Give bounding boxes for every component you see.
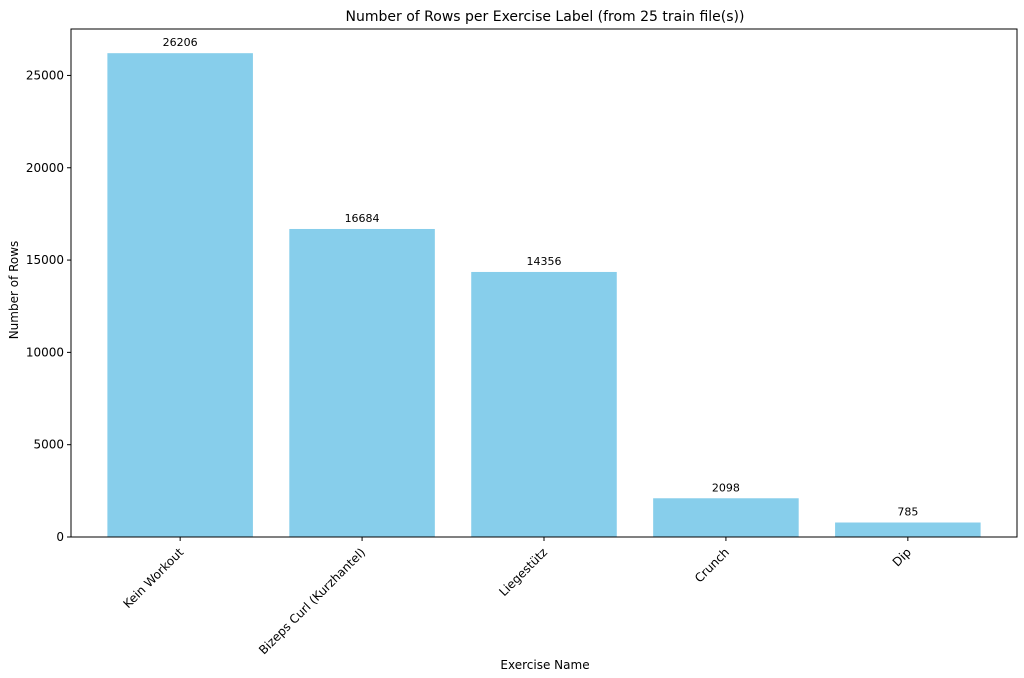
- x-tick-label-1: Bizeps Curl (Kurzhantel): [256, 545, 368, 657]
- plot-frame: [70, 28, 1018, 538]
- data-labels-group: 26206 16684 14356 2098 785: [163, 36, 919, 518]
- bars-group: [107, 53, 981, 537]
- y-tick-label-2: 10000: [26, 345, 64, 359]
- data-label-1: 16684: [345, 212, 380, 225]
- data-label-0: 26206: [163, 36, 198, 49]
- y-axis-label: Number of Rows: [7, 241, 21, 340]
- y-axis: 0 5000 10000 15000 20000 25000: [26, 68, 71, 544]
- chart-title: Number of Rows per Exercise Label (from …: [346, 9, 745, 25]
- y-tick-label-1: 5000: [33, 438, 64, 452]
- x-axis: Kein Workout Bizeps Curl (Kurzhantel) Lieg…: [120, 537, 914, 657]
- x-tick-label-2: Liegestütz: [496, 545, 550, 599]
- bar-3: [653, 498, 799, 537]
- x-tick-label-3: Crunch: [692, 545, 732, 585]
- x-axis-label: Exercise Name: [500, 658, 589, 672]
- x-tick-label-4: Dip: [890, 545, 914, 569]
- y-tick-label-0: 0: [56, 530, 64, 544]
- bar-4: [835, 522, 981, 537]
- data-label-4: 785: [897, 506, 918, 519]
- bar-0: [107, 53, 253, 537]
- y-tick-label-5: 25000: [26, 68, 64, 82]
- data-label-2: 14356: [527, 255, 562, 268]
- x-tick-label-0: Kein Workout: [120, 545, 186, 611]
- data-label-3: 2098: [712, 481, 740, 494]
- bar-1: [289, 228, 435, 537]
- y-tick-label-3: 15000: [26, 253, 64, 267]
- y-tick-label-4: 20000: [26, 161, 64, 175]
- bar-2: [471, 271, 617, 537]
